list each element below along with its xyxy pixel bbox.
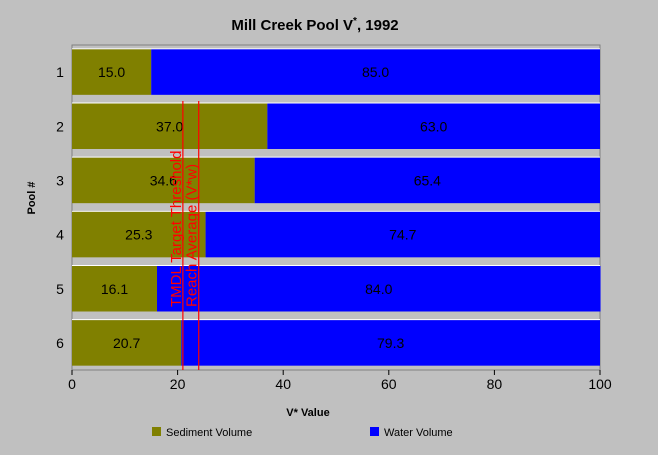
- bars-layer: 15.0 85.0 1 37.0 63.0 2 34.6 65.4 3 25.3 74.7 4 16.1…: [56, 48, 601, 366]
- bar-water-volume-4: [205, 211, 601, 258]
- x-axis-label: V* Value: [286, 407, 329, 419]
- legend-swatch: [370, 427, 379, 436]
- plot-frame: [71, 44, 601, 371]
- bar-water-volume-5: [157, 266, 601, 312]
- x-tick-label: 40: [275, 376, 291, 392]
- bar-sediment-volume-2: [72, 103, 268, 149]
- x-tick-label: 100: [588, 376, 612, 392]
- x-tick-label: 0: [68, 376, 76, 392]
- legend-label: Water Volume: [384, 427, 453, 439]
- data-label: 65.4: [414, 172, 441, 188]
- y-axis-label: Pool #: [26, 181, 38, 214]
- y-tick-label: 5: [56, 281, 64, 297]
- legend-swatch: [152, 427, 161, 436]
- data-label: 84.0: [365, 281, 392, 297]
- x-tick-label: 80: [487, 376, 503, 392]
- data-label: 20.7: [113, 335, 140, 351]
- data-label: 79.3: [377, 335, 404, 351]
- bar-water-volume-2: [267, 103, 600, 149]
- data-label: 34.6: [150, 172, 177, 188]
- y-tick-label: 3: [56, 172, 64, 188]
- bar-sediment-volume-3: [72, 157, 255, 204]
- y-tick-label: 6: [56, 335, 64, 351]
- data-label: 74.7: [389, 227, 416, 243]
- bar-water-volume-1: [151, 49, 600, 95]
- data-label: 15.0: [98, 64, 125, 80]
- reference-line-label: TMDL Target Threshold: [168, 151, 185, 307]
- bar-water-volume-3: [254, 157, 601, 204]
- data-label: 63.0: [420, 118, 447, 134]
- axes-layer: 0 20 40 60 80 100: [68, 370, 612, 392]
- y-tick-label: 4: [56, 227, 64, 243]
- data-label: 16.1: [101, 281, 128, 297]
- x-tick-label: 60: [381, 376, 397, 392]
- data-label: 25.3: [125, 227, 152, 243]
- bar-sediment-volume-1: [72, 49, 152, 95]
- y-tick-label: 1: [56, 64, 64, 80]
- data-label: 85.0: [362, 64, 389, 80]
- y-tick-label: 2: [56, 118, 64, 134]
- x-tick-label: 20: [170, 376, 186, 392]
- legend-label: Sediment Volume: [166, 427, 252, 439]
- data-label: 37.0: [156, 118, 183, 134]
- bar-sediment-volume-6: [72, 320, 182, 366]
- bar-sediment-volume-5: [72, 266, 158, 312]
- chart-title: Mill Creek Pool V*, 1992: [231, 16, 398, 34]
- bar-water-volume-6: [181, 320, 600, 366]
- reference-line-label: Reach Average (V*w): [184, 164, 201, 307]
- legend: Sediment Volume Water Volume: [152, 427, 453, 439]
